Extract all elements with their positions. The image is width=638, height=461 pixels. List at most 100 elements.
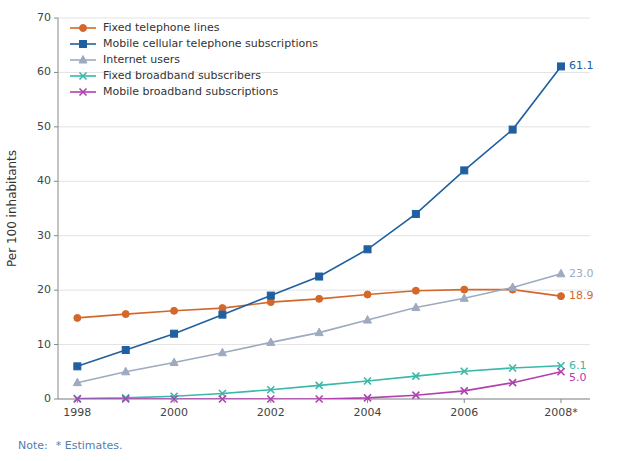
legend-marker [80, 89, 87, 96]
y-tick [54, 344, 58, 345]
point [557, 293, 564, 300]
y-tick [54, 235, 58, 236]
x-tick-label: 2008* [544, 406, 578, 419]
legend-label: Mobile broadband subscriptions [103, 85, 279, 98]
point [461, 387, 468, 394]
y-tick-label: 20 [37, 283, 51, 296]
x-tick [560, 399, 561, 403]
y-tick-label: 30 [37, 229, 51, 242]
point [74, 314, 81, 321]
note: * Estimates. [56, 439, 123, 452]
point [460, 294, 468, 302]
point [364, 378, 371, 385]
point [315, 328, 323, 336]
y-tick [54, 290, 58, 291]
y-tick [54, 18, 58, 19]
point [509, 364, 516, 371]
y-tick [54, 126, 58, 127]
end-label: 18.9 [569, 289, 594, 302]
markers [73, 63, 565, 403]
point [364, 246, 371, 253]
x-tick [367, 399, 368, 403]
point [122, 396, 129, 403]
legend-marker [80, 41, 87, 48]
point [557, 63, 564, 70]
legend-marker [80, 25, 87, 32]
series-line [77, 66, 561, 366]
point [316, 382, 323, 389]
point [74, 363, 81, 370]
end-label: 5.0 [569, 371, 587, 384]
point [509, 283, 517, 291]
point [267, 338, 275, 346]
series-line [77, 366, 561, 399]
point [170, 358, 178, 366]
y-tick [54, 72, 58, 73]
point [73, 378, 81, 386]
y-tick-label: 0 [44, 392, 51, 405]
legend-marker [79, 56, 87, 64]
point [316, 295, 323, 302]
point [412, 287, 419, 294]
legend-label: Internet users [103, 53, 180, 66]
point [74, 396, 81, 403]
y-tick [54, 181, 58, 182]
y-tick-label: 60 [37, 65, 51, 78]
point [219, 305, 226, 312]
x-tick-label: 1998 [63, 406, 91, 419]
point [171, 330, 178, 337]
point [316, 273, 323, 280]
point [461, 368, 468, 375]
legend-label: Fixed telephone lines [103, 21, 220, 34]
legend-marker [80, 73, 87, 80]
y-tick-label: 50 [37, 120, 51, 133]
series-line [77, 290, 561, 318]
point [219, 311, 226, 318]
point [74, 395, 81, 402]
grid-line [58, 18, 590, 19]
point [122, 311, 129, 318]
point [364, 291, 371, 298]
x-tick-label: 2000 [160, 406, 188, 419]
point [461, 167, 468, 174]
series-line [77, 274, 561, 383]
axes: 010203040506070199820002002200420062008* [37, 11, 590, 419]
x-tick [464, 399, 465, 403]
legend-label: Fixed broadband subscribers [103, 69, 261, 82]
chart: 010203040506070199820002002200420062008*… [0, 0, 638, 461]
y-axis-line [58, 18, 59, 399]
point [557, 368, 564, 375]
note: Note: [18, 439, 48, 452]
point [557, 269, 565, 277]
end-label: 23.0 [569, 267, 594, 280]
point [509, 126, 516, 133]
grid-line [58, 235, 590, 236]
grid-line [58, 344, 590, 345]
end-label: 61.1 [569, 59, 594, 72]
point [267, 396, 274, 403]
point [509, 379, 516, 386]
point [412, 303, 420, 311]
point [461, 286, 468, 293]
notes: Note: * Estimates. [18, 439, 123, 452]
point [122, 347, 129, 354]
x-tick-label: 2002 [257, 406, 285, 419]
y-tick-label: 70 [37, 11, 51, 24]
y-axis-label: Per 100 inhabitants [5, 150, 19, 267]
point [267, 292, 274, 299]
point [412, 373, 419, 380]
point [316, 396, 323, 403]
y-tick-label: 10 [37, 338, 51, 351]
x-tick-label: 2006 [450, 406, 478, 419]
point [267, 386, 274, 393]
point [219, 396, 226, 403]
series-line [77, 372, 561, 399]
y-tick [54, 399, 58, 400]
point [364, 394, 371, 401]
annotations: 61.123.018.96.15.0 [569, 59, 594, 383]
y-tick-label: 40 [37, 174, 51, 187]
legend-label: Mobile cellular telephone subscriptions [103, 37, 318, 50]
point [412, 210, 419, 217]
grid [58, 18, 590, 399]
lines [77, 66, 561, 399]
